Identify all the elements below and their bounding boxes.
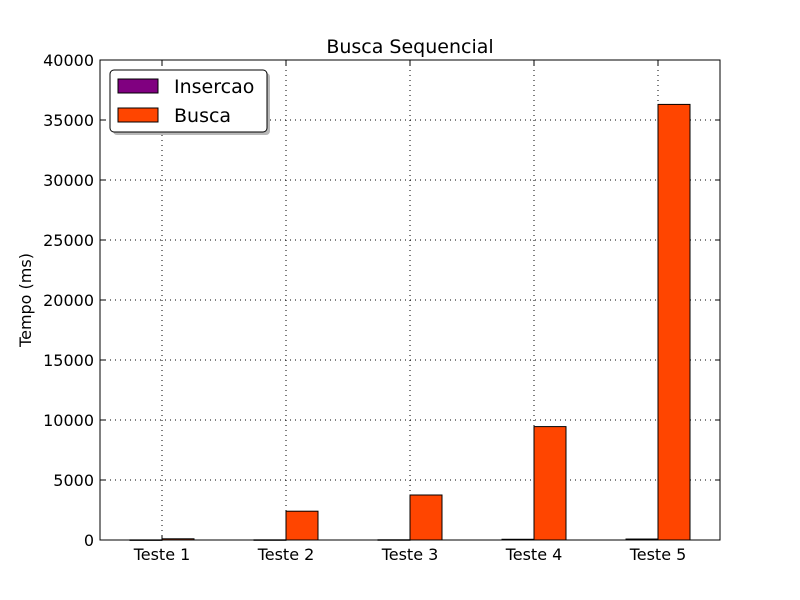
x-tick-label: Teste 3 [381, 545, 439, 564]
legend: Insercao Busca [109, 69, 270, 135]
y-tick-label: 40000 [43, 51, 94, 70]
legend-label: Insercao [174, 76, 254, 98]
chart-title: Busca Sequencial [326, 36, 493, 58]
bar-busca [285, 510, 319, 541]
y-tick-label: 35000 [43, 111, 94, 130]
bar-busca [657, 103, 691, 541]
bar-busca [409, 494, 443, 541]
x-tick-label: Teste 5 [629, 545, 687, 564]
x-tick-label: Teste 2 [257, 545, 315, 564]
y-tick-label: 30000 [43, 171, 94, 190]
bars [129, 103, 691, 541]
bar-busca [533, 426, 567, 541]
y-tick-label: 5000 [53, 471, 94, 490]
x-axis-ticks: Teste 1 Teste 2 Teste 3 Teste 4 Teste 5 [133, 60, 687, 564]
y-tick-label: 10000 [43, 411, 94, 430]
legend-swatch [117, 107, 159, 123]
legend-swatch [117, 78, 159, 94]
y-axis-label: Tempo (ms) [16, 253, 35, 348]
grid-lines [100, 60, 720, 540]
x-tick-label: Teste 1 [133, 545, 191, 564]
y-tick-label: 0 [84, 531, 94, 550]
legend-label: Busca [174, 105, 231, 127]
y-tick-label: 25000 [43, 231, 94, 250]
x-tick-label: Teste 4 [505, 545, 563, 564]
y-axis-ticks: 0 5000 10000 15000 20000 25000 30000 35000 40000 [43, 51, 720, 550]
y-tick-label: 20000 [43, 291, 94, 310]
y-tick-label: 15000 [43, 351, 94, 370]
